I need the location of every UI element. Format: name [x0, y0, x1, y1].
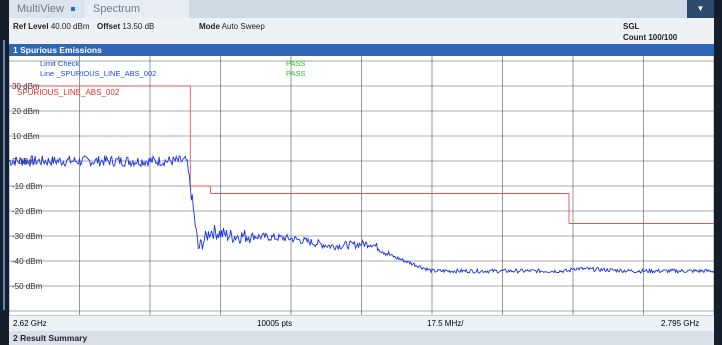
limit-line [9, 85, 714, 224]
trace [9, 154, 714, 275]
spectrum-plot[interactable]: 30 dBm 20 dBm 10 dBm 0 dBm -10 dBm -20 dBm -30… [9, 56, 714, 315]
limit-line-status: PASS [286, 69, 305, 78]
sweep-mode[interactable]: Mode Auto Sweep [199, 22, 265, 31]
sgl-indicator: SGL [623, 22, 640, 31]
tab-spectrum[interactable]: Spectrum [85, 0, 189, 18]
grid [9, 56, 714, 315]
limit-line-label: Line _SPURIOUS_LINE_ABS_002 [40, 69, 156, 78]
ref-level-label: Ref Level [13, 22, 49, 31]
left-edge-bar [3, 40, 5, 310]
tab-indicator-icon [71, 7, 75, 11]
tab-multiview[interactable]: MultiView [9, 0, 91, 18]
plot-title: 1 Spurious Emissions [9, 44, 714, 56]
offset[interactable]: Offset 13.50 dB [97, 22, 154, 31]
y-tick-label: 30 dBm [12, 82, 40, 91]
tab-bar: MultiView Spectrum ▼ [9, 0, 714, 18]
offset-label: Offset [97, 22, 121, 31]
right-edge [714, 0, 722, 345]
y-tick-label: -10 dBm [12, 182, 43, 191]
trace-line [9, 154, 714, 275]
y-tick-label: -30 dBm [12, 232, 43, 241]
limit-line-name: SPURIOUS_LINE_ABS_002 [17, 88, 120, 97]
y-tick-label: -20 dBm [12, 207, 43, 216]
mode-label: Mode [199, 22, 220, 31]
stop-frequency[interactable]: 2.795 GHz [661, 319, 700, 328]
y-tick-label: -50 dBm [12, 282, 43, 291]
menu-button[interactable]: ▼ [687, 0, 714, 18]
offset-value: 13.50 dB [122, 22, 155, 31]
result-summary-header[interactable]: 2 Result Summary [9, 331, 714, 345]
sweep-points: 10005 pts [257, 319, 293, 328]
info-bar: Ref Level 40.00 dBm Offset 13.50 dB Mode… [9, 18, 714, 44]
start-frequency[interactable]: 2.62 GHz [13, 319, 47, 328]
mode-value: Auto Sweep [221, 22, 265, 31]
plot-title-text: 1 Spurious Emissions [13, 45, 102, 55]
result-summary-title: 2 Result Summary [13, 333, 88, 343]
chevron-down-icon: ▼ [696, 4, 705, 13]
ref-level[interactable]: Ref Level 40.00 dBm [13, 22, 90, 31]
ref-level-value: 40.00 dBm [50, 22, 90, 31]
y-tick-label: 10 dBm [12, 132, 40, 141]
y-tick-label: 20 dBm [12, 107, 40, 116]
limit-check-label: Limit Check [40, 59, 79, 68]
frequency-span-per-div: 17.5 MHz/ [427, 319, 464, 328]
limit-check-status: PASS [286, 59, 305, 68]
y-tick-label: -40 dBm [12, 257, 43, 266]
left-edge [0, 0, 9, 345]
x-axis-footer: 2.62 GHz 10005 pts 17.5 MHz/ 2.795 GHz [9, 315, 714, 331]
sweep-count: Count 100/100 [623, 33, 678, 42]
